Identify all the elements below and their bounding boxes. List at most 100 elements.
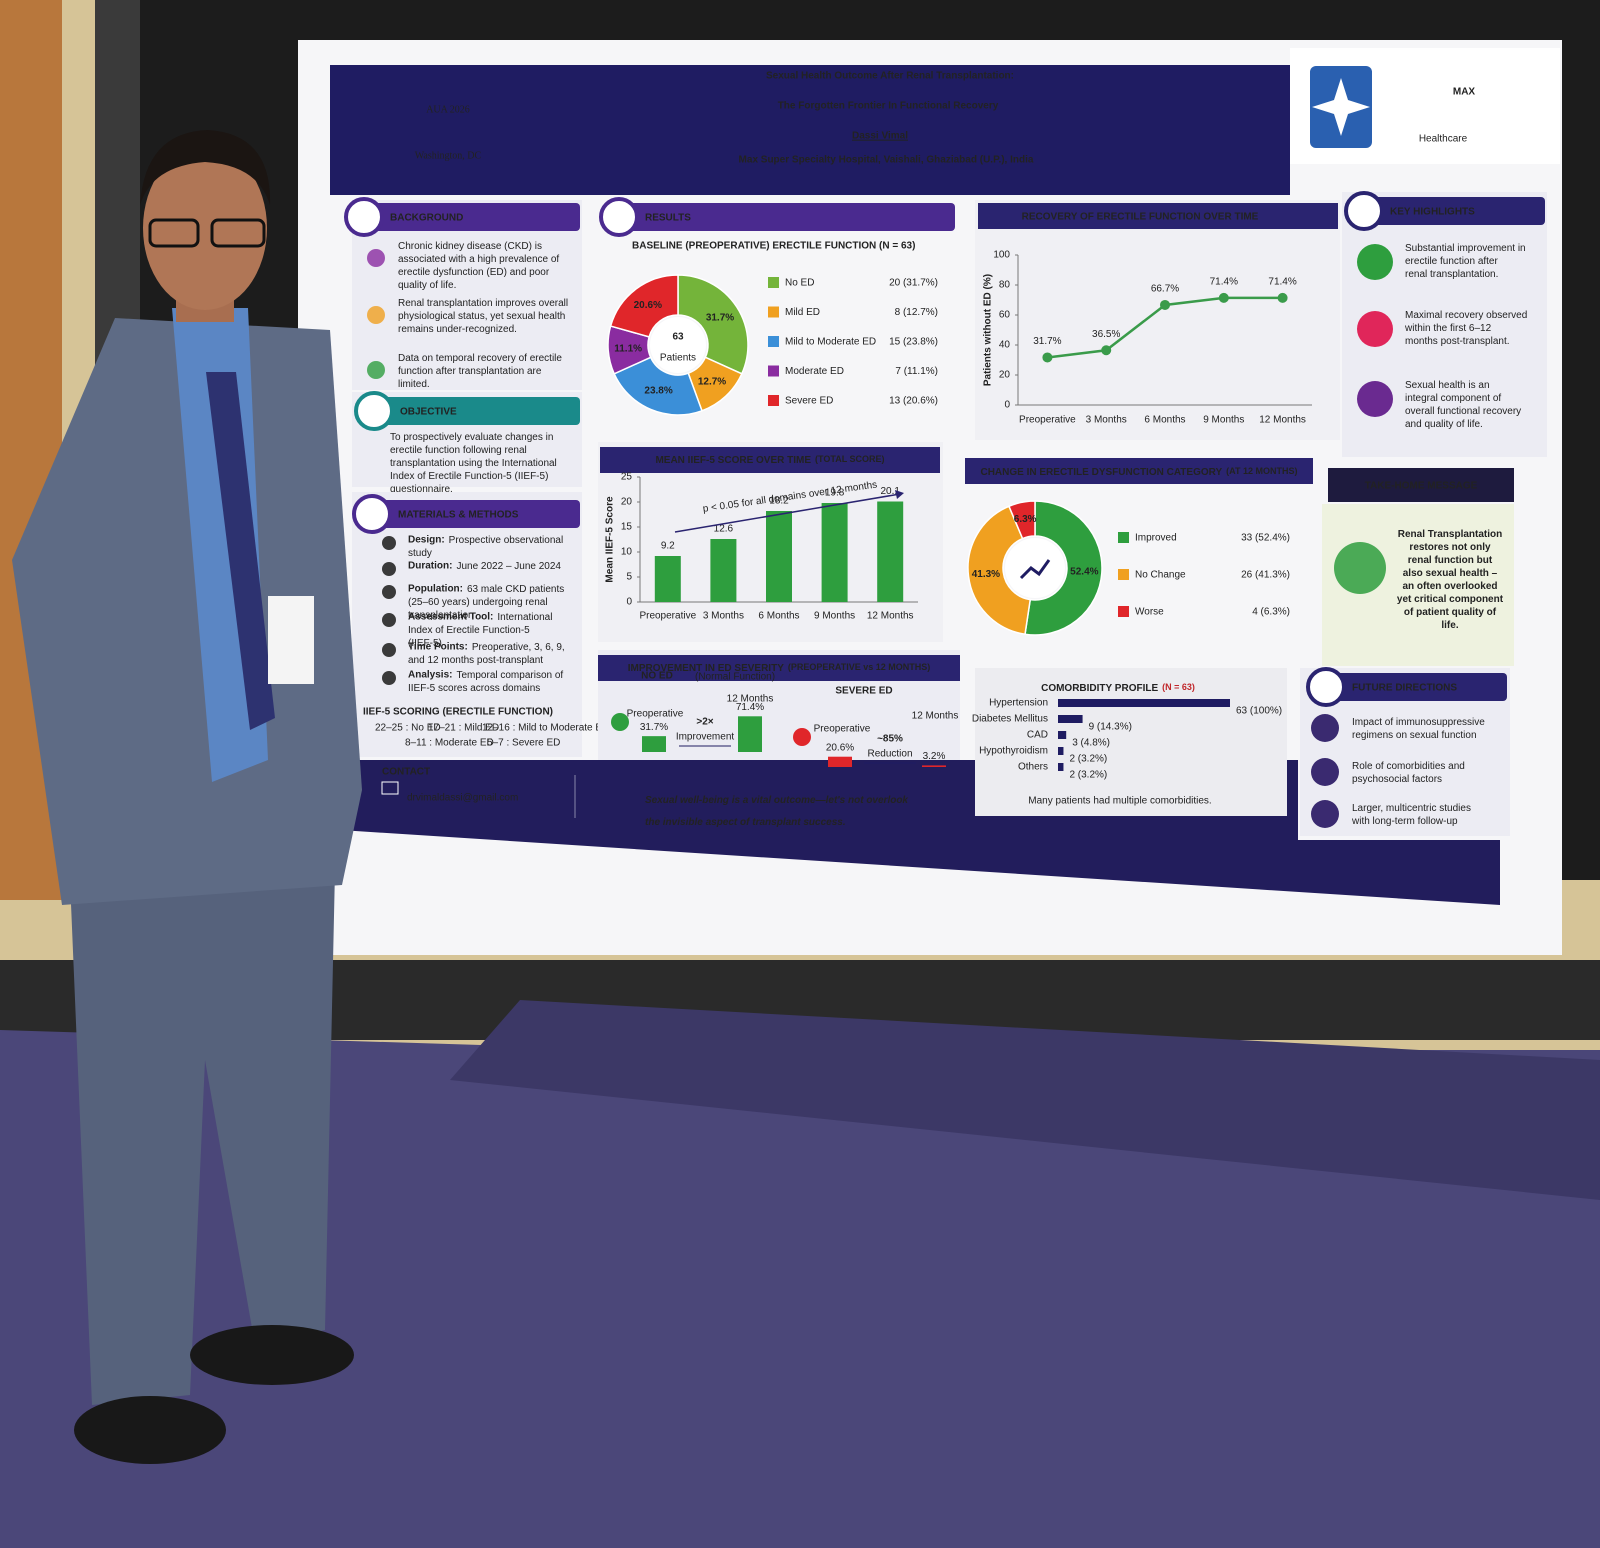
- chart-heading-bar: [600, 447, 940, 473]
- bar: [766, 511, 792, 602]
- text-span: (TOTAL SCORE): [815, 454, 885, 464]
- section-heading: RESULTS: [645, 213, 691, 224]
- method-icon: [382, 536, 396, 550]
- chart-title: COMORBIDITY PROFILE (N = 63): [1041, 682, 1195, 693]
- method-text: 63 male CKD patients (25–60 years) underg…: [408, 584, 564, 621]
- scoring-item: 8–11 : Moderate ED: [405, 738, 494, 749]
- hair: [140, 130, 271, 205]
- text-span: (AT 12 MONTHS): [1226, 466, 1297, 476]
- change-value: ~85%: [877, 734, 903, 745]
- panel: [975, 200, 1340, 440]
- slice-label: 20.6%: [634, 300, 662, 311]
- y-axis-label: Patients without ED (%): [983, 274, 994, 386]
- text-span: (PREOPERATIVE vs 12 MONTHS): [788, 662, 930, 672]
- value-label: 4 (6.3%): [1252, 607, 1290, 618]
- face: [143, 146, 267, 310]
- y-tick-label: 0: [626, 597, 632, 608]
- bar: [710, 539, 737, 602]
- section-heading: BACKGROUND: [390, 213, 463, 224]
- slice-label: 6.3%: [1014, 514, 1037, 525]
- method-icon: [382, 585, 396, 599]
- point: [1160, 299, 1170, 310]
- shoe: [74, 1396, 226, 1464]
- background-item: Chronic kidney disease (CKD) is associate…: [398, 241, 559, 291]
- y-tick-label: Hypertension: [989, 698, 1048, 709]
- section-heading-bar: [1360, 197, 1545, 225]
- point: [1277, 292, 1288, 303]
- value-label: 33 (52.4%): [1241, 533, 1290, 544]
- take-home-icon: [1334, 542, 1386, 594]
- value-label: 19.8: [825, 488, 845, 499]
- legend-label: Improved: [1135, 533, 1177, 544]
- section-heading-bar: [360, 203, 580, 231]
- point: [1042, 352, 1053, 363]
- y-tick-label: 10: [621, 547, 633, 558]
- take-home-bar: [1328, 468, 1514, 502]
- section-icon: [352, 494, 392, 534]
- scoring-item: 22–25 : No ED: [375, 723, 441, 734]
- bullet-icon: [367, 249, 385, 267]
- future-text: Role of comorbidities and psychosocial fa…: [1352, 761, 1465, 785]
- center-label: Patients: [660, 353, 696, 364]
- value-label: 7 (11.1%): [895, 366, 938, 377]
- future-icon: [1311, 758, 1339, 786]
- section-heading-bar: [1322, 673, 1507, 701]
- slice-label: 41.3%: [972, 569, 1000, 580]
- section-heading: KEY HIGHLIGHTS: [1390, 207, 1475, 218]
- legend-swatch: [768, 277, 779, 288]
- value-label: 31.7%: [1033, 336, 1061, 347]
- x-tick-label: 12 Months: [867, 611, 914, 622]
- poster-title: Sexual Health Outcome After Renal Transp…: [766, 71, 1014, 82]
- x-tick-label: 9 Months: [814, 611, 855, 622]
- point: [1101, 345, 1112, 356]
- section-heading: FUTURE DIRECTIONS: [1352, 683, 1457, 694]
- bar: [1058, 763, 1064, 771]
- arrow-head: [895, 490, 904, 499]
- bullet-icon: [367, 361, 385, 379]
- objective-text: To prospectively evaluate changes in erec…: [390, 432, 557, 495]
- take-home-heading: TAKE-HOME MESSAGE: [1365, 481, 1478, 492]
- chart-note: Many patients had multiple comorbidities…: [1028, 796, 1211, 807]
- legend-label: Mild ED: [785, 307, 820, 318]
- legend-swatch: [1118, 532, 1129, 543]
- bullet-icon: [367, 306, 385, 324]
- slice-label: 31.7%: [706, 313, 734, 324]
- contact-email: drvimaldassi@gmail.com: [407, 793, 518, 804]
- method-icon: [382, 643, 396, 657]
- future-text: Larger, multicentric studies with long-te…: [1351, 803, 1471, 827]
- chart-heading-bar: [965, 458, 1313, 484]
- highlight-icon: [1357, 311, 1393, 347]
- section-heading: OBJECTIVE: [400, 407, 457, 418]
- highlight-text: Maximal recovery observed within the firs…: [1404, 310, 1527, 347]
- slice-label: 11.1%: [614, 343, 642, 354]
- poster-title: The Forgotten Frontier In Functional Rec…: [778, 101, 999, 112]
- chart-title: CHANGE IN ERECTILE DYSFUNCTION CATEGORY (…: [980, 466, 1297, 477]
- y-tick-label: CAD: [1027, 730, 1048, 741]
- chart-heading-bar: [978, 203, 1338, 229]
- bar: [821, 503, 848, 602]
- trend-arrow: [674, 493, 901, 533]
- point: [1218, 292, 1229, 303]
- slice-label: 12.7%: [698, 376, 726, 387]
- value-label: 20.1: [880, 486, 900, 497]
- badge: [268, 596, 314, 684]
- value-label: 15 (23.8%): [889, 337, 938, 348]
- bar: [1058, 731, 1067, 739]
- method-icon: [382, 613, 396, 627]
- x-tick-label: 9 Months: [1203, 415, 1244, 426]
- y-tick-label: 15: [621, 522, 633, 533]
- method-label: Time Points:: [408, 642, 468, 653]
- y-tick-label: 80: [999, 280, 1011, 291]
- text-span: MEAN IIEF-5 SCORE OVER TIME: [655, 455, 811, 466]
- legend-label: Severe ED: [785, 396, 833, 407]
- y-tick-label: Others: [1018, 762, 1048, 773]
- slice: [613, 356, 703, 416]
- future-icon: [1311, 800, 1339, 828]
- panel: [975, 668, 1287, 816]
- method-text: International Index of Erectile Function-…: [408, 612, 552, 649]
- x-tick-label: 6 Months: [758, 611, 799, 622]
- location: Washington, DC: [415, 150, 482, 161]
- value-label: 12.6: [714, 524, 734, 535]
- x-tick-label: 12 Months: [1259, 415, 1306, 426]
- center-disc: [1005, 538, 1065, 598]
